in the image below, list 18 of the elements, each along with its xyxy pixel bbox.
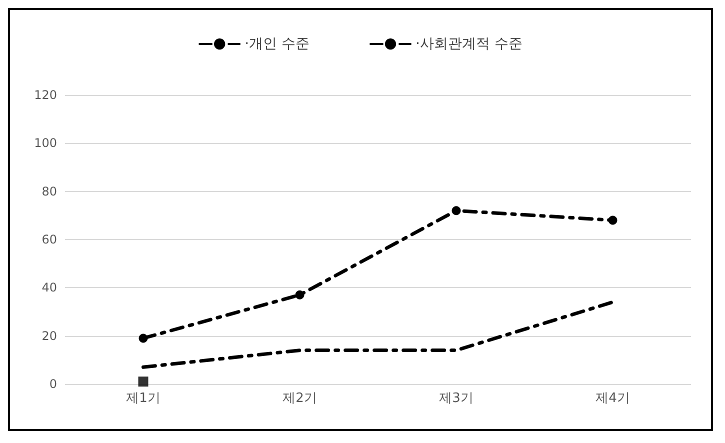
y-tick-label: 80 — [42, 184, 57, 198]
point — [138, 334, 148, 343]
x-tick-label: 제3기 — [439, 391, 474, 406]
y-tick-label: 40 — [42, 280, 57, 295]
legend-label: ·개인 수준 — [244, 36, 310, 52]
y-tick-label: 0 — [49, 377, 57, 391]
legend-label: ·사회관계적 수준 — [416, 36, 522, 52]
point — [608, 216, 618, 225]
point — [138, 376, 148, 387]
x-tick-label: 제1기 — [126, 391, 160, 406]
y-tick-label: 20 — [42, 328, 57, 343]
y-tick-label: 100 — [34, 136, 57, 150]
y-tick-label: 60 — [42, 232, 57, 246]
point — [452, 206, 461, 216]
x-tick-label: 제2기 — [282, 391, 317, 406]
point — [295, 290, 304, 300]
x-tick-label: 제4기 — [596, 391, 630, 406]
y-tick-label: 120 — [34, 88, 57, 102]
